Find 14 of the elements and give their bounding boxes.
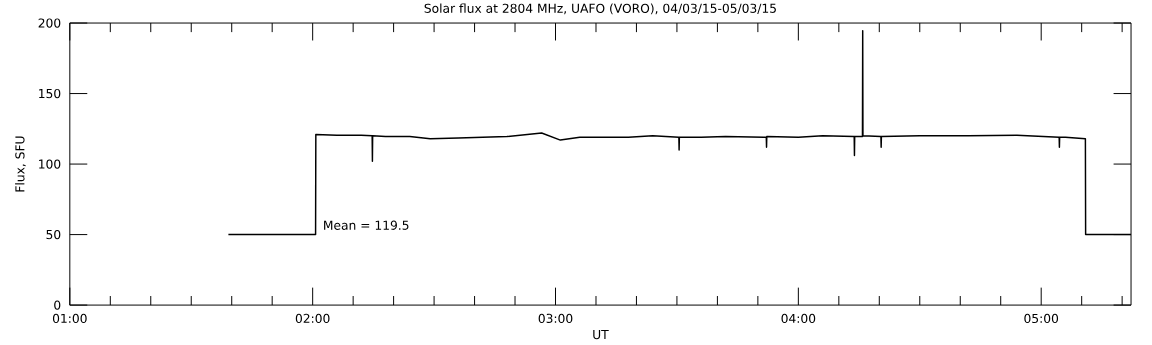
- x-tick-label: 04:00: [781, 313, 816, 324]
- y-tick-label: 0: [54, 300, 61, 310]
- y-tick-label: 200: [38, 18, 61, 28]
- x-tick-label: 02:00: [295, 313, 330, 324]
- chart-title: Solar flux at 2804 MHz, UAFO (VORO), 04/03/15-05/03/15: [424, 3, 776, 15]
- x-tick-label: 03:00: [538, 313, 573, 324]
- y-axis-title: Flux, SFU: [15, 136, 26, 192]
- x-tick-label: 01:00: [52, 313, 87, 324]
- y-tick-label: 150: [39, 88, 61, 99]
- x-tick-label: 05:00: [1024, 313, 1059, 324]
- x-axis-title: UT: [593, 330, 609, 340]
- y-tick-label: 50: [46, 229, 61, 240]
- y-tick-label: 100: [39, 159, 61, 169]
- annotation: Mean = 119.5: [324, 220, 409, 230]
